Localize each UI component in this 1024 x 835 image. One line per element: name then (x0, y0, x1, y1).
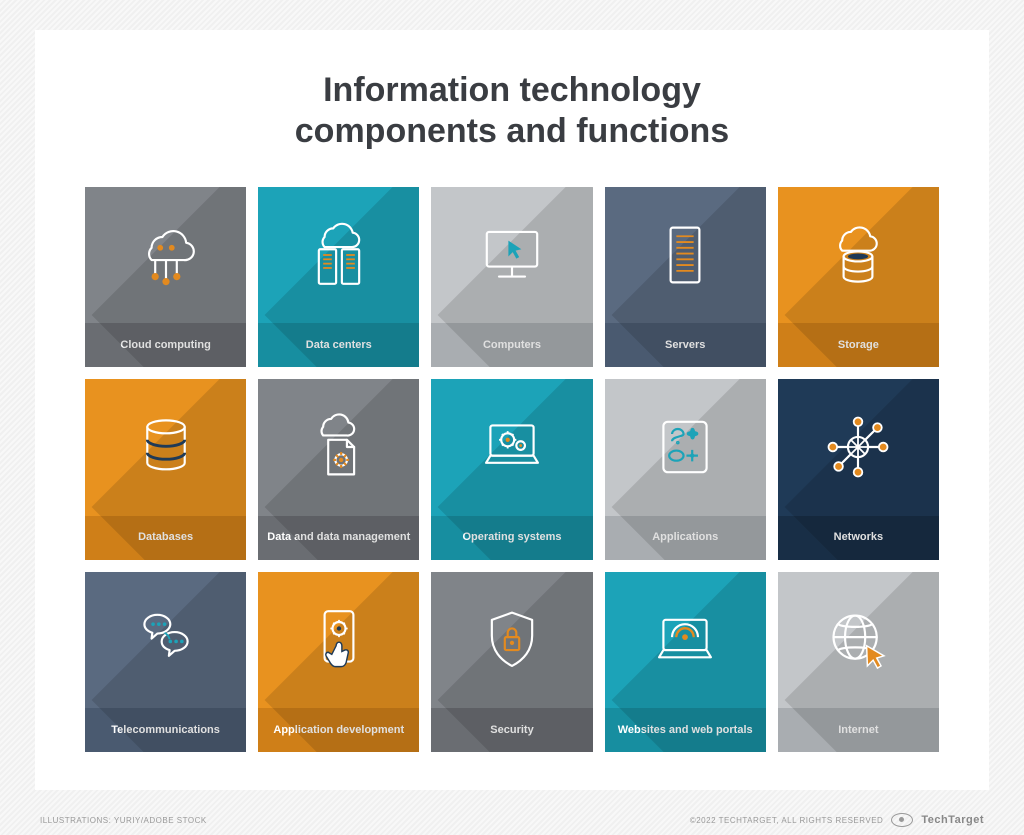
servers-cloud-icon (258, 187, 419, 324)
footer: ILLUSTRATIONS: YURIY/ADOBE STOCK ©2022 T… (40, 813, 984, 827)
tile-networks: Networks (778, 379, 939, 560)
laptop-wifi-icon (605, 572, 766, 709)
page-title: Information technology components and fu… (85, 70, 939, 152)
tile-cloud-computing: Cloud computing (85, 187, 246, 368)
tile-app-development: Application development (258, 572, 419, 753)
cloud-nodes-icon (85, 187, 246, 324)
db-cylinder-icon (85, 379, 246, 516)
tile-telecommunications: Telecommunications (85, 572, 246, 753)
tile-operating-systems: Operating systems (431, 379, 592, 560)
tiles-grid: Cloud computingData centersComputersServ… (85, 187, 939, 753)
cloud-db-icon (778, 187, 939, 324)
network-nodes-icon (778, 379, 939, 516)
title-line1: Information technology (323, 71, 701, 109)
tile-databases: Databases (85, 379, 246, 560)
tile-applications: Applications (605, 379, 766, 560)
chat-bubbles-icon (85, 572, 246, 709)
tile-websites: Websites and web portals (605, 572, 766, 753)
infographic-card: Information technology components and fu… (35, 30, 989, 790)
tile-storage: Storage (778, 187, 939, 368)
brand-logo-icon (891, 813, 913, 827)
footer-copyright: ©2022 TECHTARGET, ALL RIGHTS RESERVED (690, 816, 884, 825)
laptop-gears-icon (431, 379, 592, 516)
tile-servers: Servers (605, 187, 766, 368)
shield-lock-icon (431, 572, 592, 709)
monitor-cursor-icon (431, 187, 592, 324)
touch-gear-icon (258, 572, 419, 709)
tile-data-centers: Data centers (258, 187, 419, 368)
globe-cursor-icon (778, 572, 939, 709)
tile-internet: Internet (778, 572, 939, 753)
tile-computers: Computers (431, 187, 592, 368)
file-cloud-gear-icon (258, 379, 419, 516)
brand-name: TechTarget (921, 814, 984, 826)
title-line2: components and functions (295, 112, 729, 150)
footer-credit: ILLUSTRATIONS: YURIY/ADOBE STOCK (40, 816, 207, 825)
tile-security: Security (431, 572, 592, 753)
server-rack-icon (605, 187, 766, 324)
tile-data-management: Data and data management (258, 379, 419, 560)
app-grid-icon (605, 379, 766, 516)
